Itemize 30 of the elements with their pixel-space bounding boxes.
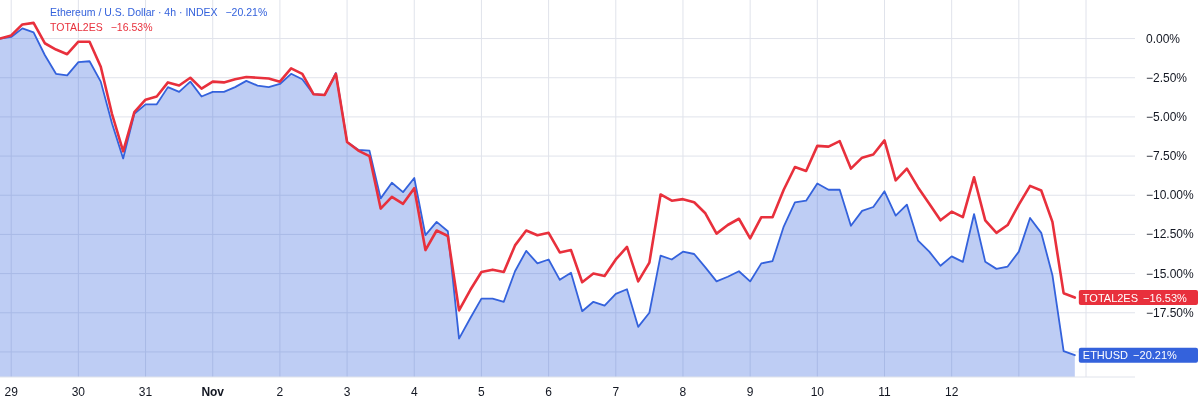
x-tick-label: 3 <box>343 385 351 399</box>
x-tick-label: 5 <box>478 385 486 399</box>
x-tick-label: 11 <box>878 385 892 399</box>
x-tick-label: 29 <box>4 385 19 399</box>
y-tick-label: −12.50% <box>1146 227 1195 242</box>
y-tick-label: −10.00% <box>1146 188 1195 203</box>
annotation: −20.21% <box>225 6 268 18</box>
y-tick-label: −17.50% <box>1146 305 1195 320</box>
x-tick-label: 7 <box>612 385 620 399</box>
y-tick-label: −15.00% <box>1146 266 1195 281</box>
x-tick-label: 4 <box>410 385 418 399</box>
line-series <box>0 21 1077 312</box>
y-tick-label: −2.50% <box>1146 70 1188 85</box>
y-tick-label: −7.50% <box>1146 149 1188 164</box>
x-tick-label: 10 <box>810 385 825 399</box>
x-tick-label: 9 <box>746 385 754 399</box>
y-tick-label: 0.00% <box>1146 31 1181 46</box>
x-tick-label: 12 <box>944 385 959 399</box>
series-label: TOTAL2ES <box>50 20 103 33</box>
annotation: ETHUSD −20.21% <box>1082 349 1178 362</box>
x-tick-label: 8 <box>679 385 687 399</box>
x-tick-label: 30 <box>71 385 86 399</box>
text: Ethereum / U.S. Dollar · 4h · INDEX <box>50 6 218 18</box>
x-tick-label: 31 <box>138 385 153 399</box>
x-tick-label: Nov <box>201 385 225 399</box>
x-tick-label: 6 <box>545 385 553 399</box>
y-tick-label: −5.00% <box>1146 109 1188 124</box>
x-tick-label: 2 <box>276 385 284 399</box>
annotation: TOTAL2ES −16.53% <box>1082 291 1188 304</box>
annotation: −16.53% <box>110 20 153 33</box>
